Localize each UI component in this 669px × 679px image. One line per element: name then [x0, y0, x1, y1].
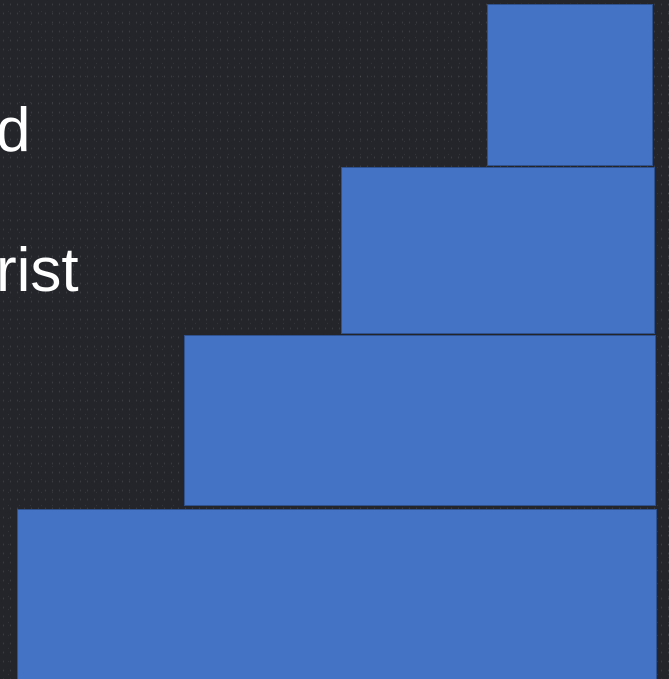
slide-text-line-1: d — [0, 96, 31, 165]
slide-text-line-2: rist — [0, 236, 79, 305]
staircase-step-upper-middle — [341, 167, 655, 334]
staircase-step-top — [487, 4, 653, 166]
staircase-step-bottom — [17, 509, 657, 679]
staircase-step-lower-middle — [184, 335, 656, 506]
